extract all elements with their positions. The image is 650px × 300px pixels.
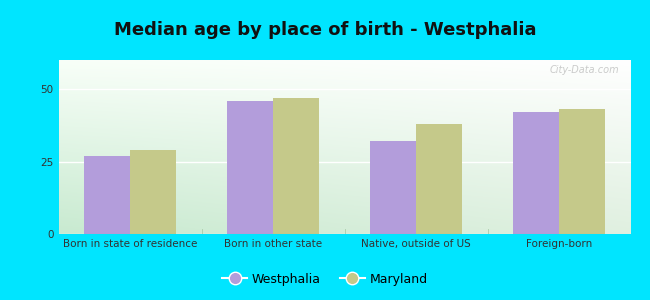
Bar <box>514 112 559 234</box>
Bar <box>416 124 462 234</box>
Text: Median age by place of birth - Westphalia: Median age by place of birth - Westphali… <box>114 21 536 39</box>
Legend: Westphalia, Maryland: Westphalia, Maryland <box>217 268 433 291</box>
Bar <box>84 156 130 234</box>
Text: City-Data.com: City-Data.com <box>549 65 619 75</box>
Bar <box>559 109 604 234</box>
Bar <box>273 98 318 234</box>
Bar <box>130 150 176 234</box>
Bar <box>370 141 416 234</box>
Bar <box>227 100 273 234</box>
